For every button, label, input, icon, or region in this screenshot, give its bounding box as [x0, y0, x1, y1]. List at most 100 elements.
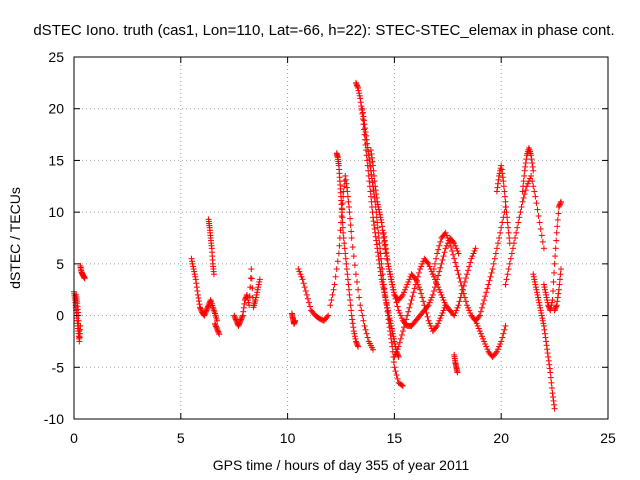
data-point-marker	[383, 300, 390, 307]
data-point-marker	[349, 316, 356, 323]
data-point-marker	[440, 307, 447, 314]
data-point-marker	[550, 278, 557, 285]
data-point-marker	[495, 176, 502, 183]
data-point-marker	[439, 294, 446, 301]
data-point-marker	[240, 308, 247, 315]
data-point-marker	[361, 322, 368, 329]
data-point-marker	[353, 339, 360, 346]
data-point-marker	[339, 219, 346, 226]
data-point-marker	[368, 150, 375, 157]
data-point-marker	[554, 294, 561, 301]
data-point-marker	[530, 167, 537, 174]
data-point-marker	[521, 172, 528, 179]
data-point-marker	[342, 255, 349, 262]
data-point-marker	[240, 304, 247, 311]
data-point-marker	[431, 260, 438, 267]
data-point-marker	[558, 198, 565, 205]
data-point-marker	[232, 316, 239, 323]
data-point-marker	[386, 324, 393, 331]
data-point-marker	[333, 266, 340, 273]
data-point-marker	[380, 231, 387, 238]
data-point-marker	[429, 271, 436, 278]
data-point-marker	[354, 82, 361, 89]
data-point-marker	[502, 198, 509, 205]
data-point-marker	[302, 288, 309, 295]
data-point-marker	[342, 176, 349, 183]
data-point-marker	[359, 312, 366, 319]
data-point-marker	[359, 116, 366, 123]
data-point-marker	[374, 249, 381, 256]
data-point-marker	[370, 162, 377, 169]
data-point-marker	[419, 260, 426, 267]
data-point-marker	[360, 113, 367, 120]
data-point-marker	[389, 284, 396, 291]
data-point-marker	[451, 255, 458, 262]
data-point-marker	[372, 233, 379, 240]
data-point-marker	[212, 322, 219, 329]
data-point-marker	[426, 299, 433, 306]
data-point-marker	[382, 241, 389, 248]
data-points-layer	[71, 79, 565, 412]
data-point-marker	[467, 309, 474, 316]
data-point-marker	[505, 224, 512, 231]
data-point-marker	[344, 276, 351, 283]
y-tick-label: 5	[56, 256, 64, 272]
data-point-marker	[503, 209, 510, 216]
data-point-marker	[549, 390, 556, 397]
data-point-marker	[554, 223, 561, 230]
y-axis-label: dSTEC / TECUs	[7, 187, 23, 289]
data-point-marker	[556, 281, 563, 288]
y-tick-label: 0	[56, 308, 64, 324]
data-point-marker	[81, 275, 88, 282]
data-point-marker	[255, 284, 262, 291]
data-point-marker	[427, 322, 434, 329]
data-point-marker	[515, 219, 522, 226]
data-point-marker	[545, 353, 552, 360]
data-point-marker	[438, 260, 445, 267]
data-point-marker	[355, 87, 362, 94]
data-point-marker	[540, 320, 547, 327]
data-point-marker	[519, 188, 526, 195]
data-point-marker	[553, 303, 560, 310]
data-point-marker	[553, 237, 560, 244]
data-point-marker	[390, 359, 397, 366]
data-point-marker	[483, 343, 490, 350]
data-point-marker	[422, 306, 429, 313]
data-point-marker	[363, 132, 370, 139]
data-point-marker	[231, 313, 238, 320]
data-point-marker	[390, 289, 397, 296]
data-point-marker	[494, 346, 501, 353]
data-point-marker	[384, 256, 391, 263]
data-point-marker	[423, 309, 430, 316]
data-point-marker	[253, 291, 260, 298]
data-point-marker	[340, 229, 347, 236]
data-point-marker	[303, 291, 310, 298]
data-point-marker	[201, 311, 208, 318]
data-point-marker	[298, 273, 305, 280]
data-point-marker	[551, 405, 558, 412]
data-point-marker	[488, 269, 495, 276]
data-point-marker	[232, 315, 239, 322]
data-point-marker	[241, 300, 248, 307]
data-point-marker	[464, 271, 471, 278]
data-point-marker	[442, 245, 449, 252]
data-point-marker	[382, 245, 389, 252]
data-point-marker	[346, 286, 353, 293]
data-point-marker	[484, 285, 491, 292]
data-point-marker	[499, 219, 506, 226]
plot-frame	[73, 56, 609, 420]
data-point-marker	[373, 241, 380, 248]
data-point-marker	[215, 329, 222, 336]
data-point-marker	[327, 302, 334, 309]
data-point-marker	[522, 163, 529, 170]
data-point-marker	[549, 288, 556, 295]
data-point-marker	[342, 172, 349, 179]
data-point-marker	[558, 266, 565, 273]
data-point-marker	[544, 297, 551, 304]
data-point-marker	[445, 237, 452, 244]
data-point-marker	[499, 170, 506, 177]
data-point-marker	[385, 309, 392, 316]
data-point-marker	[202, 308, 209, 315]
data-point-marker	[503, 276, 510, 283]
data-point-marker	[354, 278, 361, 285]
